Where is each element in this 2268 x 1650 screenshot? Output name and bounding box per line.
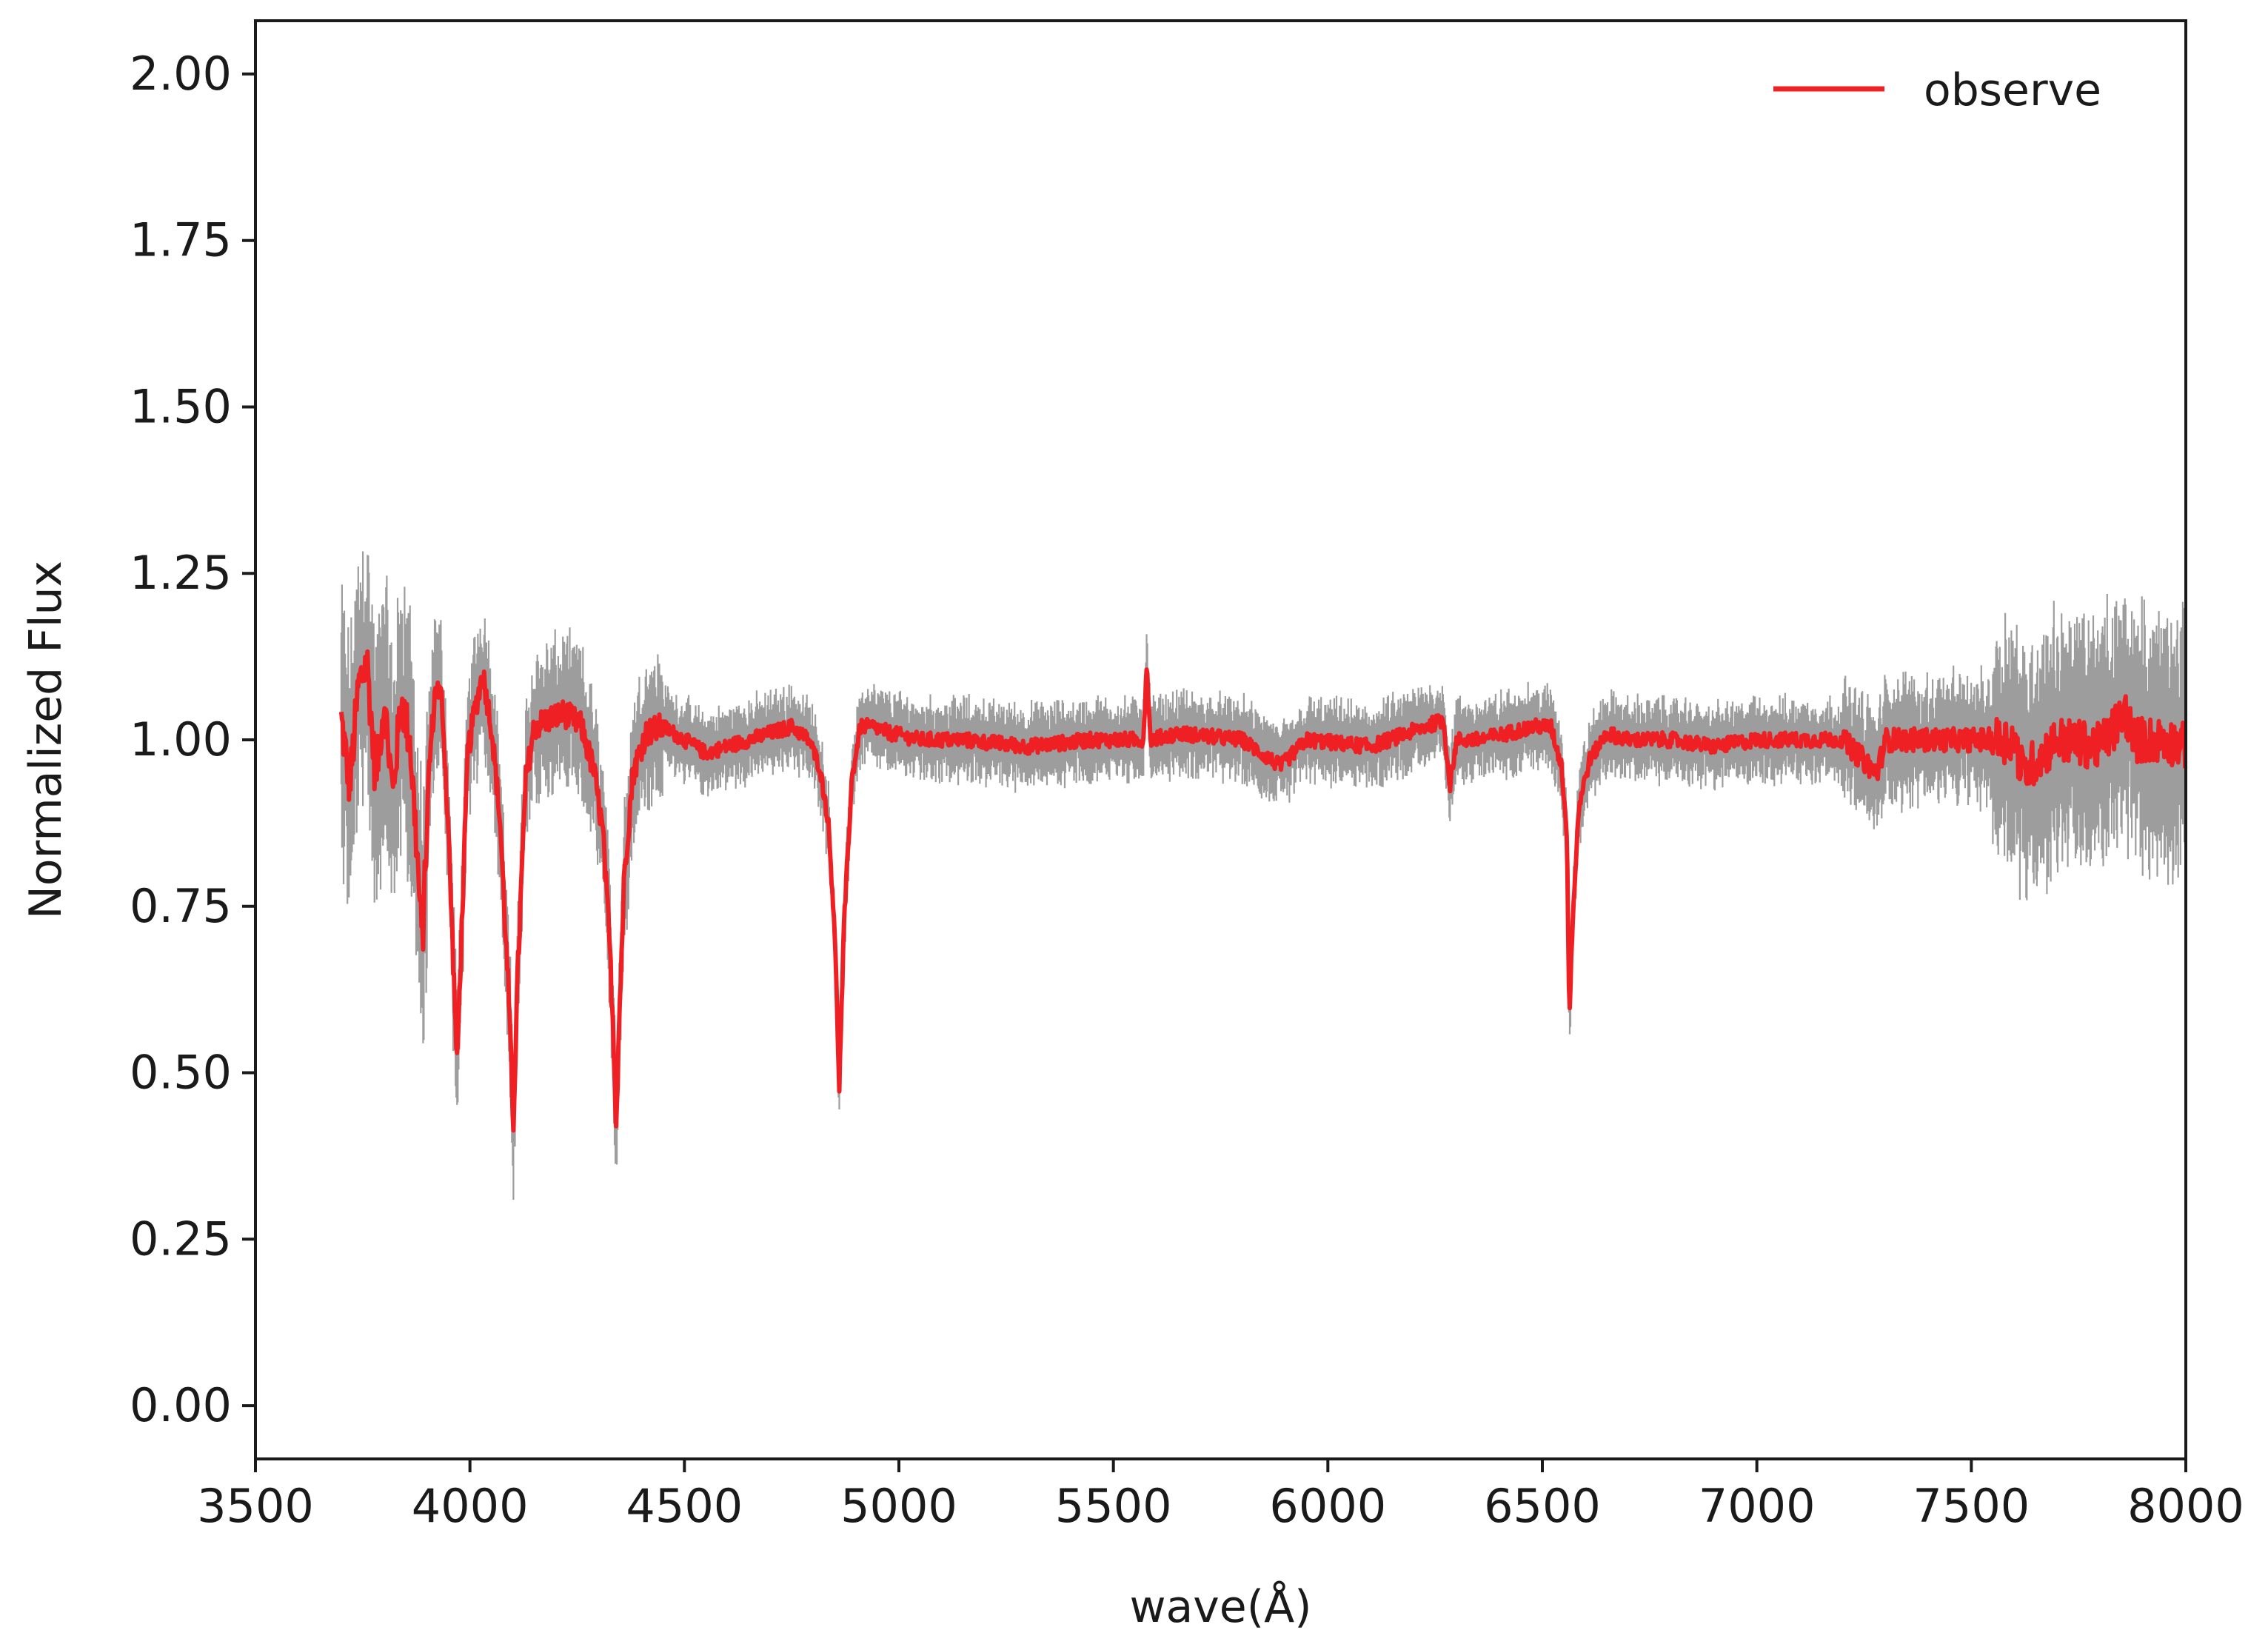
y-tick-label-1.25: 1.25 <box>130 546 232 600</box>
y-tick-label-1.00: 1.00 <box>130 712 232 766</box>
x-axis-ticks: 3500 4000 4500 5000 5500 6000 6500 7000 7500 8000 <box>197 1459 2244 1533</box>
y-axis-label: Normalized Flux <box>20 561 72 919</box>
x-tick-label-7000: 7000 <box>1699 1479 1816 1533</box>
y-tick-label-1.75: 1.75 <box>130 213 232 267</box>
series-layer <box>338 649 2188 1133</box>
legend-label-observe: observe <box>1924 64 2101 116</box>
x-tick-label-6500: 6500 <box>1484 1479 1601 1533</box>
x-tick-label-8000: 8000 <box>2127 1479 2244 1533</box>
y-tick-label-2.00: 2.00 <box>130 47 232 101</box>
y-tick-label-1.50: 1.50 <box>130 379 232 433</box>
y-tick-label-0.75: 0.75 <box>130 879 232 933</box>
legend: observe <box>1773 64 2101 116</box>
y-tick-label-0.25: 0.25 <box>130 1212 232 1266</box>
series-line-observe <box>338 649 2188 1133</box>
y-tick-label-0.00: 0.00 <box>130 1378 232 1432</box>
x-axis-label: wave(Å) <box>1129 1580 1311 1633</box>
x-tick-label-4500: 4500 <box>626 1479 743 1533</box>
x-tick-label-6000: 6000 <box>1269 1479 1386 1533</box>
x-tick-label-5000: 5000 <box>840 1479 957 1533</box>
y-tick-label-0.50: 0.50 <box>130 1046 232 1100</box>
x-tick-label-5500: 5500 <box>1055 1479 1172 1533</box>
x-tick-label-4000: 4000 <box>412 1479 529 1533</box>
x-tick-label-7500: 7500 <box>1913 1479 2030 1533</box>
y-axis-ticks: 0.00 0.25 0.50 0.75 1.00 1.25 1.50 1.75 2.00 <box>130 47 255 1432</box>
x-tick-label-3500: 3500 <box>197 1479 314 1533</box>
